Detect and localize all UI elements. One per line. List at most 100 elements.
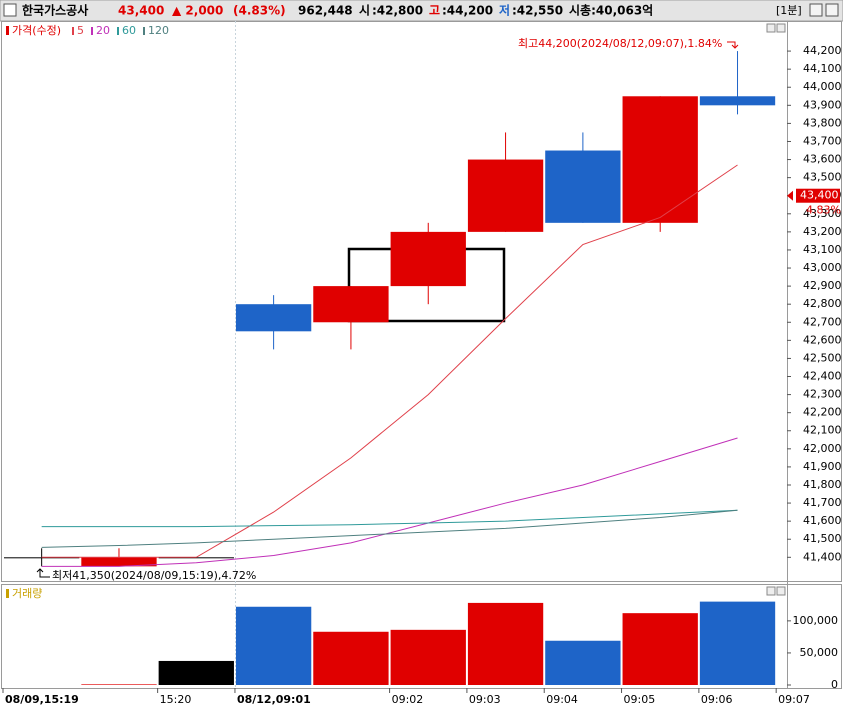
legend-label: 120 bbox=[148, 24, 169, 37]
legend-label: 20 bbox=[96, 24, 110, 37]
candle-body bbox=[313, 286, 389, 323]
price: 43,400 bbox=[118, 4, 164, 18]
high-annotation: 최고44,200(2024/08/12,09:07),1.84% bbox=[518, 37, 722, 50]
y-tick-label: 43,300 bbox=[803, 207, 842, 220]
y-tick-label: 43,900 bbox=[803, 98, 842, 111]
legend-label: 5 bbox=[77, 24, 84, 37]
legend-label: 60 bbox=[122, 24, 136, 37]
y-tick-label: 44,100 bbox=[803, 62, 842, 75]
legend-swatch bbox=[91, 27, 93, 35]
volume-bar bbox=[235, 606, 312, 685]
volume-bar bbox=[699, 601, 776, 685]
volume-bar bbox=[622, 613, 698, 685]
volume-bar bbox=[390, 629, 466, 685]
last-price-pointer bbox=[787, 190, 793, 201]
y-tick-label: 42,200 bbox=[803, 406, 842, 419]
low-annotation: 최저41,350(2024/08/09,15:19),4.72% bbox=[52, 569, 256, 582]
close-button[interactable] bbox=[825, 3, 839, 17]
volume-bar bbox=[467, 602, 544, 685]
change: ▲ 2,000 bbox=[172, 4, 223, 18]
y-tick-label: 41,800 bbox=[803, 478, 842, 491]
y-tick-label: 43,000 bbox=[803, 261, 842, 274]
candle-body bbox=[545, 150, 621, 223]
price-panel bbox=[1, 21, 842, 582]
open-label: 시 bbox=[359, 4, 370, 18]
panel-button[interactable] bbox=[766, 586, 776, 596]
ma-line bbox=[41, 437, 738, 567]
y-tick-label: 50,000 bbox=[800, 646, 839, 659]
x-tick-label: 09:03 bbox=[469, 693, 501, 706]
y-tick-label: 42,700 bbox=[803, 315, 842, 328]
panel-button[interactable] bbox=[766, 23, 776, 33]
y-tick-label: 100,000 bbox=[793, 614, 839, 627]
y-tick-label: 42,500 bbox=[803, 351, 842, 364]
low-label: 저 bbox=[499, 3, 510, 18]
y-tick-label: 42,000 bbox=[803, 442, 842, 455]
plot-layer: 41,400 41,500 41,600 41,700 41,800 41,900 42,0… bbox=[2, 24, 842, 706]
volume-bar bbox=[158, 660, 234, 685]
candle-body bbox=[235, 304, 312, 332]
y-tick-label: 42,800 bbox=[803, 297, 842, 310]
x-tick-label: 09:07 bbox=[778, 693, 810, 706]
volume-title: 거래량 bbox=[12, 587, 42, 600]
y-tick-label: 43,800 bbox=[803, 116, 842, 129]
y-tick-label: 41,400 bbox=[803, 550, 842, 563]
candle-body bbox=[699, 96, 776, 106]
volume-panel bbox=[1, 584, 842, 689]
last-change-label: 4.83% bbox=[806, 204, 841, 217]
market-cap: 시총:40,063억 bbox=[569, 3, 653, 18]
open: :42,800 bbox=[372, 4, 423, 18]
y-tick-label: 42,900 bbox=[803, 279, 842, 292]
low: :42,550 bbox=[512, 4, 563, 18]
y-tick-label: 43,600 bbox=[803, 153, 842, 166]
panel-button[interactable] bbox=[776, 23, 786, 33]
legend-swatch bbox=[117, 27, 119, 35]
candle-body bbox=[622, 96, 698, 223]
legend-title: 가격(수정) bbox=[12, 24, 61, 37]
stock-name: 한국가스공사 bbox=[22, 3, 88, 18]
volume-bar bbox=[313, 631, 389, 685]
y-tick-label: 43,500 bbox=[803, 171, 842, 184]
x-tick-label: 15:20 bbox=[160, 693, 192, 706]
y-tick-label: 44,200 bbox=[803, 44, 842, 57]
legend-swatch bbox=[6, 26, 9, 35]
last-price-box bbox=[796, 188, 840, 203]
volume: 962,448 bbox=[298, 4, 353, 18]
restore-button[interactable] bbox=[809, 3, 823, 17]
x-tick-label: 09:06 bbox=[701, 693, 733, 706]
last-price-label: 43,400 bbox=[800, 189, 839, 202]
x-tick-label: 09:02 bbox=[392, 693, 424, 706]
legend-swatch bbox=[72, 27, 74, 35]
icon[interactable] bbox=[3, 3, 17, 17]
y-tick-label: 42,600 bbox=[803, 333, 842, 346]
y-tick-label: 41,700 bbox=[803, 496, 842, 509]
ma-line bbox=[41, 509, 738, 528]
candle-body bbox=[467, 159, 544, 232]
legend-swatch bbox=[143, 27, 145, 35]
arrow bbox=[36, 568, 50, 578]
y-tick-label: 43,700 bbox=[803, 134, 842, 147]
candle-body bbox=[81, 557, 157, 567]
candle-body bbox=[390, 231, 466, 287]
y-tick-label: 42,100 bbox=[803, 424, 842, 437]
y-tick-label: 43,200 bbox=[803, 225, 842, 238]
y-tick-label: 44,000 bbox=[803, 80, 842, 93]
legend-swatch bbox=[6, 589, 9, 598]
high-label: 고 bbox=[429, 4, 440, 18]
y-tick-label: 41,500 bbox=[803, 532, 842, 545]
y-tick-label: 0 bbox=[831, 678, 838, 691]
x-tick-label: 08/09,15:19 bbox=[5, 693, 79, 706]
ma-line bbox=[41, 164, 738, 558]
interval-button[interactable]: [1분] bbox=[776, 4, 802, 17]
y-tick-label: 42,400 bbox=[803, 370, 842, 383]
x-tick-label: 09:04 bbox=[546, 693, 578, 706]
y-tick-label: 41,900 bbox=[803, 460, 842, 473]
panel-button[interactable] bbox=[776, 586, 786, 596]
ma-line bbox=[41, 509, 738, 548]
volume-bar bbox=[81, 684, 157, 685]
y-tick-label: 41,600 bbox=[803, 514, 842, 527]
volume-bar bbox=[545, 640, 621, 685]
